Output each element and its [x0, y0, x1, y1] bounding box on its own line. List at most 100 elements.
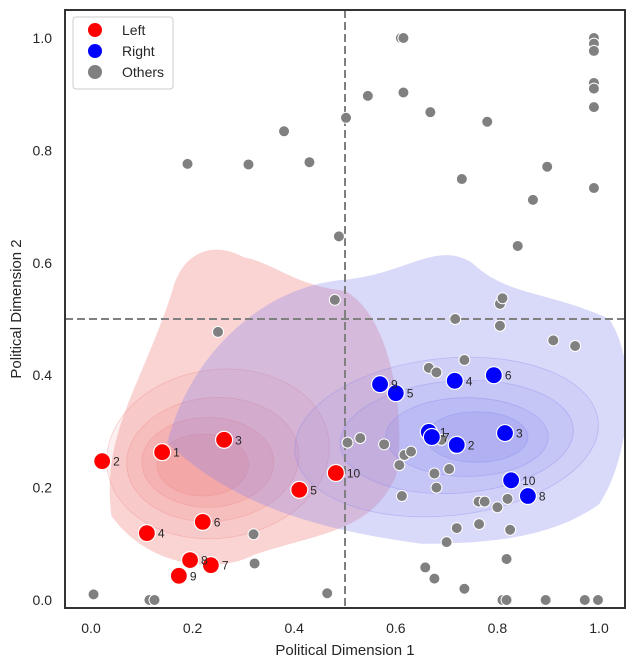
- others-point: [547, 334, 560, 347]
- others-point: [340, 111, 353, 124]
- kde-left-level: [106, 368, 330, 540]
- y-tick-label: 0.4: [33, 367, 53, 383]
- x-tick-label: 1.0: [589, 620, 609, 636]
- others-point: [539, 594, 552, 606]
- others-point: [449, 313, 462, 325]
- left-point: [193, 512, 212, 531]
- left-point: [137, 524, 156, 543]
- others-point: [424, 106, 437, 119]
- others-point: [526, 193, 539, 206]
- others-point: [587, 82, 600, 95]
- kde-left-level: [126, 397, 300, 522]
- right-point: [370, 375, 390, 394]
- right-point-label: 7: [443, 431, 450, 445]
- left-point-label: 3: [235, 433, 242, 447]
- legend-label-others: Others: [122, 64, 164, 80]
- left-point: [201, 556, 220, 575]
- others-point: [428, 467, 441, 480]
- right-point-label: 4: [466, 374, 473, 388]
- right-point-label: 6: [505, 369, 512, 383]
- y-tick-label: 0.6: [33, 255, 53, 271]
- left-point: [153, 443, 172, 462]
- others-point: [87, 588, 100, 601]
- others-point: [450, 522, 463, 535]
- y-tick-label: 0.0: [33, 592, 53, 608]
- left-point-label: 9: [190, 569, 197, 583]
- others-point: [481, 115, 494, 128]
- others-point: [248, 557, 261, 570]
- x-tick-label: 0.6: [386, 620, 406, 636]
- others-point: [493, 319, 506, 332]
- others-point: [491, 501, 504, 514]
- others-point: [500, 594, 513, 606]
- others-point: [587, 182, 600, 195]
- left-point: [214, 430, 234, 449]
- legend-marker-others: [88, 65, 102, 79]
- x-tick-label: 0.0: [81, 620, 101, 636]
- others-point: [428, 572, 441, 585]
- right-point-label: 8: [539, 490, 546, 504]
- others-point: [405, 445, 418, 458]
- left-point-label: 1: [173, 446, 180, 460]
- others-point: [419, 561, 432, 574]
- legend-marker-left: [88, 23, 102, 37]
- others-point: [496, 292, 509, 305]
- others-point: [430, 366, 443, 379]
- left-point: [290, 480, 309, 499]
- others-point: [455, 173, 468, 186]
- x-tick-label: 0.8: [488, 620, 508, 636]
- others-point: [242, 158, 255, 171]
- others-point: [541, 160, 554, 173]
- left-point-label: 4: [158, 527, 165, 541]
- kde-left-level: [141, 416, 275, 508]
- legend-marker-right: [88, 44, 102, 58]
- others-point: [332, 230, 345, 243]
- right-point: [495, 423, 515, 443]
- x-axis-ticks: 0.0 0.2 0.4 0.6 0.8 1.0: [81, 620, 609, 636]
- right-point: [386, 384, 405, 403]
- y-tick-label: 0.8: [33, 142, 53, 158]
- others-point: [212, 325, 224, 338]
- others-point: [587, 44, 600, 57]
- y-tick-label: 1.0: [33, 30, 53, 46]
- right-point-label: 5: [407, 387, 414, 401]
- left-point: [180, 550, 200, 570]
- right-point: [484, 366, 503, 385]
- right-point-label: 9: [391, 378, 398, 392]
- others-point: [440, 536, 453, 549]
- others-point: [303, 156, 316, 169]
- others-point: [361, 89, 374, 102]
- right-point-label: 1: [440, 425, 447, 439]
- reference-lines: [65, 10, 625, 608]
- left-point: [326, 463, 345, 483]
- others-point: [430, 481, 443, 494]
- legend: Left Right Others: [72, 16, 174, 90]
- left-point: [169, 566, 188, 585]
- others-point: [501, 492, 514, 505]
- axes-frame: [64, 9, 626, 609]
- others-point: [443, 463, 456, 476]
- y-tick-label: 0.2: [33, 480, 53, 496]
- others-point: [511, 239, 524, 252]
- others-point: [478, 495, 491, 508]
- others-point: [148, 594, 161, 606]
- others-point: [504, 523, 517, 536]
- left-point-label: 7: [222, 559, 229, 573]
- others-point: [500, 552, 513, 565]
- x-tick-label: 0.2: [183, 620, 203, 636]
- right-point: [422, 427, 441, 447]
- left-point-label: 5: [310, 483, 317, 497]
- others-point: [591, 594, 604, 606]
- others-point: [328, 293, 341, 306]
- left-point-label: 2: [113, 455, 120, 469]
- left-point-label: 8: [201, 554, 208, 568]
- others-point: [354, 432, 367, 445]
- right-point-label: 2: [468, 438, 475, 452]
- others-point: [458, 582, 471, 595]
- legend-label-left: Left: [122, 22, 145, 38]
- y-axis-label: Political Dimension 2: [8, 239, 25, 378]
- others-point: [473, 518, 486, 531]
- right-point-label: 10: [522, 474, 536, 488]
- others-point: [341, 436, 354, 449]
